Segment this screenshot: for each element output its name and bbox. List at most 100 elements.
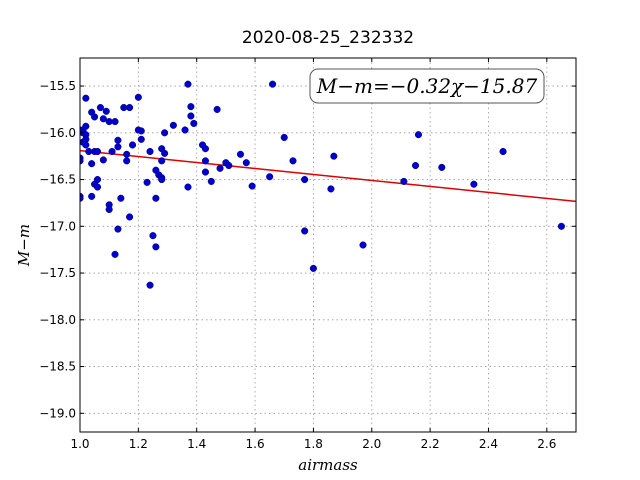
data-point	[99, 115, 107, 123]
data-point	[123, 157, 131, 165]
data-point	[213, 105, 221, 113]
data-point	[126, 104, 134, 112]
x-tick-label: 2.2	[421, 437, 440, 451]
data-point	[137, 127, 145, 135]
data-point	[137, 135, 145, 143]
data-point	[152, 243, 160, 251]
data-point	[114, 225, 122, 233]
x-tick-label: 2.4	[479, 437, 498, 451]
data-point	[82, 141, 90, 149]
y-tick-label: −17.5	[39, 266, 76, 280]
data-point	[330, 152, 338, 160]
data-point	[266, 173, 274, 181]
data-point	[289, 157, 297, 165]
data-point	[327, 185, 335, 193]
data-point	[201, 168, 210, 176]
data-point	[128, 141, 137, 149]
data-point	[161, 149, 169, 157]
y-axis-label: M−m	[15, 224, 33, 267]
y-tick-label: −17.0	[39, 219, 76, 233]
data-point	[190, 119, 198, 127]
data-point	[80, 194, 84, 202]
data-point	[225, 161, 233, 170]
data-point	[134, 93, 142, 101]
data-points	[80, 80, 565, 289]
axis-ticks	[79, 58, 576, 432]
data-point	[93, 176, 102, 184]
x-tick-labels: 1.0 1.2 1.4 1.6 1.8 2.0 2.2 2.4 2.6	[70, 437, 556, 451]
x-tick-label: 1.2	[129, 437, 148, 451]
data-point	[359, 241, 367, 249]
data-point	[111, 250, 119, 258]
data-point	[105, 205, 113, 214]
data-point	[411, 161, 420, 170]
data-point	[187, 112, 195, 120]
data-point	[146, 147, 154, 156]
plot-area-frame	[79, 57, 577, 433]
data-point	[123, 150, 131, 158]
data-point	[216, 164, 224, 172]
data-point	[82, 94, 90, 102]
data-point	[88, 192, 96, 200]
data-point	[158, 157, 166, 165]
x-tick-label: 1.6	[246, 437, 265, 451]
data-point	[470, 180, 478, 188]
data-point	[499, 147, 507, 156]
y-tick-label: −18.5	[39, 360, 76, 374]
data-point	[96, 104, 104, 112]
data-point	[146, 281, 154, 289]
data-point	[438, 163, 446, 171]
y-tick-labels: −15.5 −16.0 −16.5 −17.0 −17.5 −18.0 −18.5 −19.0	[39, 79, 76, 420]
data-point	[114, 136, 122, 144]
data-point	[111, 118, 119, 126]
fit-equation: M−m=−0.32χ−15.87	[316, 74, 538, 98]
data-point	[557, 222, 565, 230]
data-point	[207, 177, 215, 185]
x-tick-label: 1.0	[70, 437, 89, 451]
y-tick-label: −16.5	[39, 173, 76, 187]
data-point	[269, 80, 277, 88]
data-point	[400, 177, 408, 185]
data-point	[80, 157, 84, 165]
data-point	[143, 178, 151, 186]
data-point	[93, 183, 102, 191]
data-point	[236, 150, 245, 158]
data-point	[414, 131, 422, 139]
data-point	[187, 103, 195, 111]
data-point	[201, 145, 210, 153]
y-tick-label: −18.0	[39, 313, 76, 327]
x-tick-label: 2.0	[362, 437, 381, 451]
data-point	[201, 157, 210, 165]
data-point	[108, 147, 116, 156]
x-axis-label: airmass	[298, 456, 358, 474]
annotation-box: M−m=−0.32χ−15.87	[309, 68, 545, 104]
data-point	[117, 194, 125, 202]
data-point	[93, 147, 102, 156]
data-point	[152, 194, 160, 202]
data-point	[248, 182, 256, 190]
y-tick-label: −16.0	[39, 126, 76, 140]
y-tick-label: −19.0	[39, 406, 76, 420]
data-point	[280, 133, 288, 142]
data-point	[169, 121, 177, 129]
y-tick-label: −15.5	[39, 79, 76, 93]
data-point	[181, 126, 189, 134]
data-point	[102, 107, 110, 115]
data-point	[99, 156, 107, 164]
x-tick-label: 1.4	[187, 437, 206, 451]
x-tick-label: 2.6	[537, 437, 556, 451]
data-point	[184, 183, 192, 191]
data-point	[184, 80, 192, 88]
data-point	[88, 160, 96, 168]
data-point	[301, 227, 309, 235]
data-point	[91, 113, 99, 121]
data-point	[242, 159, 250, 167]
data-point	[114, 143, 122, 151]
data-point	[158, 176, 166, 184]
chart-title: 2020-08-25_232332	[242, 28, 414, 48]
data-point	[149, 232, 157, 240]
data-point	[301, 176, 309, 184]
data-point	[126, 213, 134, 221]
data-point	[82, 122, 90, 130]
x-tick-label: 1.8	[304, 437, 323, 451]
